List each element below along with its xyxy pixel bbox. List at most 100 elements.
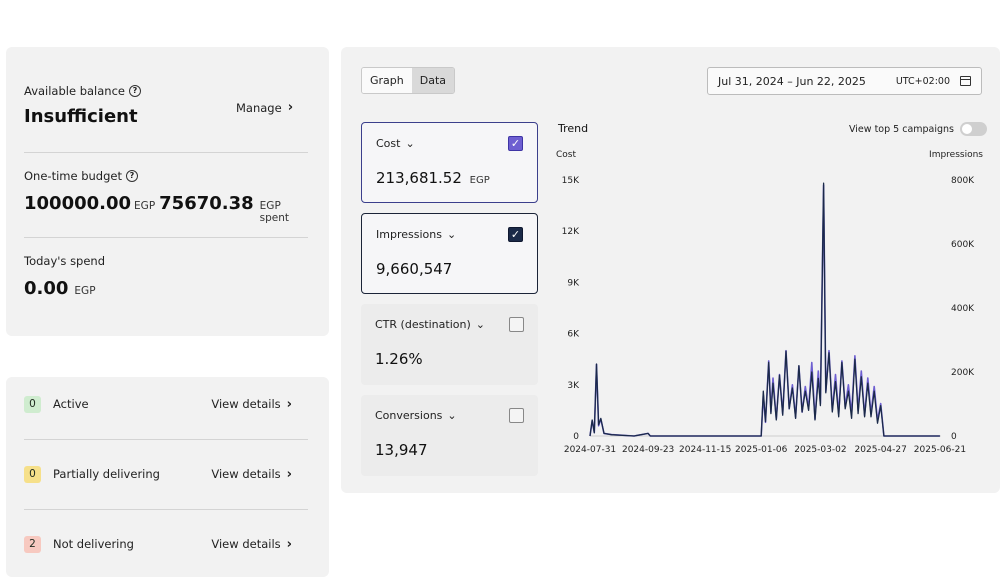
today-spend-unit: EGP (74, 285, 96, 297)
view-details-label: View details (211, 537, 281, 551)
x-tick-label: 2025-01-06 (735, 445, 788, 455)
left-tick-label: 15K (562, 176, 580, 186)
date-range-text: Jul 31, 2024 – Jun 22, 2025 (718, 74, 866, 88)
metric-name[interactable]: Cost ⌄ (376, 137, 415, 150)
right-tick-label: 400K (951, 304, 975, 314)
budget-unit: EGP (134, 200, 156, 212)
metric-checkbox[interactable]: ✓ (508, 136, 523, 151)
status-label: Not delivering (53, 537, 134, 551)
left-axis-label: Cost (556, 150, 576, 160)
help-icon[interactable]: ? (125, 170, 138, 182)
manage-label: Manage (236, 100, 282, 115)
metric-unit: EGP (469, 175, 490, 186)
budget-value: 100000.00 (24, 193, 132, 214)
checkmark-icon: ✓ (510, 137, 521, 150)
checkmark-icon: ✓ (510, 228, 521, 241)
balance-card: Available balance ? Insufficient Manage … (6, 47, 329, 336)
chevron-down-icon: ⌄ (405, 137, 415, 150)
status-row-not-delivering: 2 Not delivering View details › (24, 534, 308, 554)
chevron-right-icon: › (287, 100, 294, 115)
trend-title: Trend (558, 122, 589, 135)
impressions-series-line (589, 182, 940, 437)
timezone-text: UTC+02:00 (895, 75, 950, 87)
calendar-icon (960, 76, 971, 86)
chevron-down-icon: ⌄ (475, 318, 485, 331)
status-row-partially-delivering: 0 Partially delivering View details › (24, 464, 308, 484)
budget-label: One-time budget (24, 169, 122, 183)
today-spend-label: Today's spend (24, 254, 106, 268)
spent-value: 75670.38 (159, 193, 254, 214)
metric-name[interactable]: Conversions ⌄ (375, 409, 457, 422)
x-tick-label: 2024-07-31 (564, 445, 616, 455)
left-tick-label: 6K (567, 330, 580, 340)
data-tab[interactable]: Data (411, 68, 455, 93)
view-toggle: Graph Data (361, 67, 456, 94)
chevron-right-icon: › (286, 396, 292, 412)
today-spend-section: Today's spend 0.00 EGP (24, 254, 308, 299)
view-details-label: View details (211, 467, 281, 481)
view-top-campaigns-switch[interactable] (960, 122, 988, 136)
right-tick-label: 600K (951, 240, 975, 250)
metric-value: 1.26% (375, 350, 423, 368)
delivery-status-card: 0 Active View details › 0 Partially deli… (6, 377, 329, 577)
spent-unit: EGP spent (259, 200, 290, 224)
available-balance-label: Available balance (24, 84, 125, 98)
metric-name-label: Conversions (375, 409, 443, 422)
view-top-campaigns-label: View top 5 campaigns (849, 123, 955, 135)
divider (24, 509, 308, 510)
metric-card-conversions[interactable]: Conversions ⌄ 13,947 (361, 395, 538, 476)
metric-name-label: CTR (destination) (375, 318, 471, 331)
view-details-link[interactable]: View details › (211, 537, 292, 552)
left-tick-label: 12K (562, 227, 580, 237)
metric-checkbox[interactable] (509, 317, 524, 332)
view-details-link[interactable]: View details › (211, 467, 292, 482)
status-count-badge: 0 (24, 395, 41, 413)
metric-value-row: 213,681.52 EGP (376, 169, 490, 187)
help-icon[interactable]: ? (128, 85, 141, 97)
available-balance-label-row: Available balance ? (24, 84, 308, 98)
metric-card-cost[interactable]: Cost ⌄ ✓ 213,681.52 EGP (361, 122, 538, 203)
budget-label-row: One-time budget ? (24, 169, 308, 183)
view-top-campaigns-toggle-row: View top 5 campaigns (849, 122, 988, 136)
metric-name[interactable]: CTR (destination) ⌄ (375, 318, 485, 331)
metric-checkbox[interactable] (509, 408, 524, 423)
view-details-label: View details (211, 397, 281, 411)
chevron-right-icon: › (286, 466, 292, 482)
available-balance-section: Available balance ? Insufficient (24, 84, 308, 127)
metric-card-impressions[interactable]: Impressions ⌄ ✓ 9,660,547 (361, 213, 538, 294)
metric-name[interactable]: Impressions ⌄ (376, 228, 456, 241)
view-details-link[interactable]: View details › (211, 397, 292, 412)
chevron-right-icon: › (286, 536, 292, 552)
graph-tab[interactable]: Graph (362, 68, 412, 93)
available-balance-value: Insufficient (24, 106, 138, 127)
right-tick-label: 0 (951, 432, 957, 442)
metric-checkbox[interactable]: ✓ (508, 227, 523, 242)
budget-section: One-time budget ? 100000.00 EGP 75670.38… (24, 169, 308, 224)
x-tick-label: 2025-06-21 (914, 445, 966, 455)
status-label: Partially delivering (53, 467, 160, 481)
x-tick-label: 2024-09-23 (622, 445, 674, 455)
right-tick-label: 800K (951, 176, 975, 186)
trend-chart: Cost Impressions 0 3K 6K 9K 12K 15K 0 200K 400K 600… (556, 150, 983, 455)
left-tick-label: 9K (567, 278, 580, 288)
status-count-badge: 2 (24, 535, 41, 553)
left-tick-label: 0 (573, 432, 579, 442)
divider (24, 237, 308, 238)
x-tick-label: 2025-04-27 (855, 445, 907, 455)
cost-series-line (589, 184, 940, 437)
metric-value: 213,681.52 (376, 169, 462, 187)
today-spend-values: 0.00 EGP (24, 278, 308, 299)
left-tick-label: 3K (567, 381, 580, 391)
metric-name-label: Impressions (376, 228, 442, 241)
metric-card-ctr[interactable]: CTR (destination) ⌄ 1.26% (361, 304, 538, 385)
manage-button[interactable]: Manage › (236, 100, 293, 115)
x-tick-label: 2025-03-02 (794, 445, 846, 455)
performance-panel: Graph Data Jul 31, 2024 – Jun 22, 2025 U… (341, 47, 1000, 493)
status-label: Active (53, 397, 89, 411)
divider (24, 152, 308, 153)
status-row-active: 0 Active View details › (24, 394, 308, 414)
right-axis-label: Impressions (929, 150, 983, 160)
metric-value: 13,947 (375, 441, 428, 459)
date-range-picker[interactable]: Jul 31, 2024 – Jun 22, 2025 UTC+02:00 (707, 67, 982, 95)
status-count-badge: 0 (24, 465, 41, 483)
